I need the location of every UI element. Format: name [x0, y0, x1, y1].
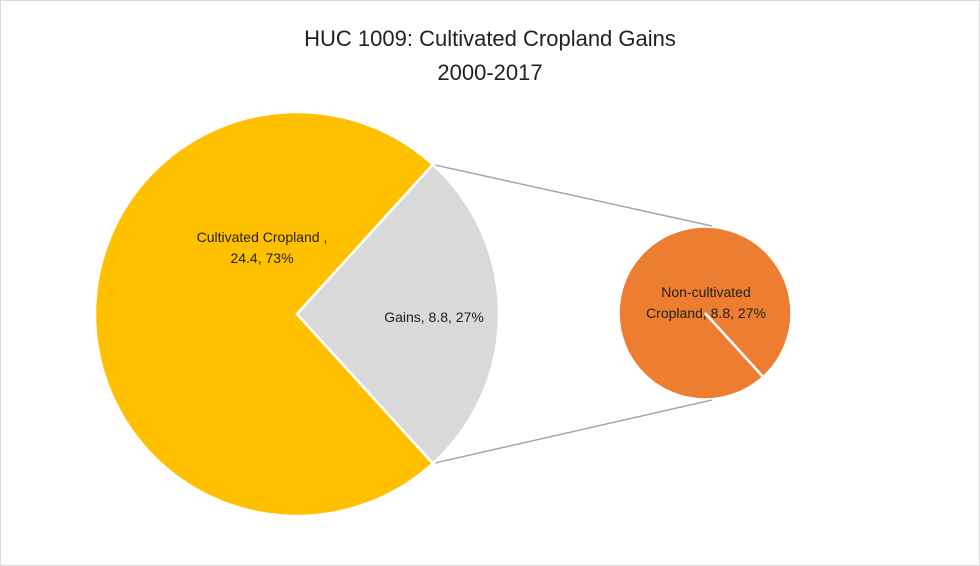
data-label: Cultivated Cropland ,: [197, 229, 328, 245]
chart-subtitle: 2000-2017: [437, 60, 542, 85]
pie-slice: [93, 110, 435, 518]
connector-line: [432, 163, 713, 227]
data-label: Cropland, 8.8, 27%: [646, 305, 766, 321]
data-label: 24.4, 73%: [230, 250, 293, 266]
slice-divider: [704, 312, 764, 378]
connector-line: [432, 399, 713, 465]
data-label: Non-cultivated: [661, 284, 751, 300]
chart-title: HUC 1009: Cultivated Cropland Gains: [304, 26, 676, 51]
pie-slice: [295, 162, 501, 466]
data-label: Gains, 8.8, 27%: [384, 309, 484, 325]
